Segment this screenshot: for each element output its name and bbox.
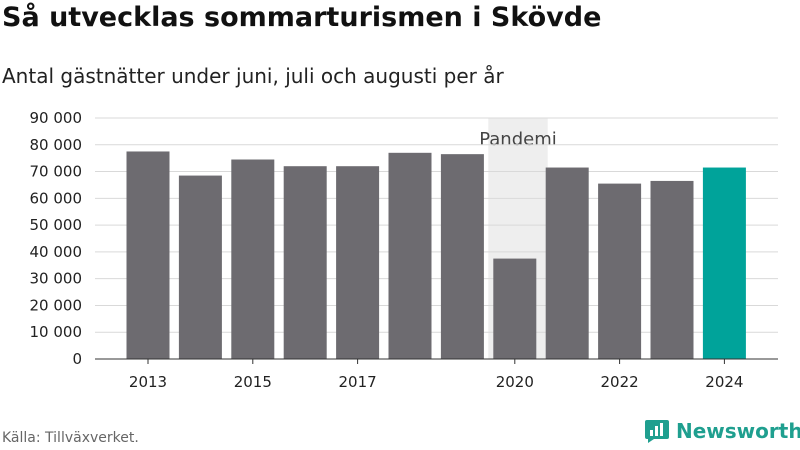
x-axis-ticks: 2013 2015 2017 2020 2022 2024 bbox=[129, 359, 743, 391]
chart-title: Så utvecklas sommarturismen i Skövde bbox=[2, 2, 602, 33]
y-tick-label: 40 000 bbox=[30, 243, 83, 261]
bar-2018 bbox=[388, 152, 432, 359]
bar-2019 bbox=[440, 154, 484, 359]
y-tick-label: 70 000 bbox=[30, 163, 83, 181]
bar-2013 bbox=[126, 151, 170, 359]
x-tick-label: 2024 bbox=[705, 373, 743, 391]
bar-2017 bbox=[336, 166, 380, 359]
source-note: Källa: Tillväxverket. bbox=[2, 430, 139, 446]
x-tick-label: 2013 bbox=[129, 373, 167, 391]
x-tick-label: 2020 bbox=[496, 373, 534, 391]
bars bbox=[126, 151, 746, 359]
x-tick-label: 2015 bbox=[234, 373, 272, 391]
bar-2020 bbox=[493, 258, 537, 359]
x-tick-label: 2017 bbox=[339, 373, 377, 391]
newsworthy-logo-icon bbox=[645, 420, 669, 443]
y-tick-label: 50 000 bbox=[30, 216, 83, 234]
bar-2023 bbox=[650, 180, 694, 359]
bar-2016 bbox=[283, 166, 327, 359]
annotation-label: Pandemi bbox=[479, 129, 557, 150]
bar-chart: Pandemi 0 10 000 20 000 30 000 40 000 50 000 6… bbox=[30, 109, 778, 391]
bar-2022 bbox=[598, 183, 642, 359]
bar-2024 bbox=[702, 167, 746, 359]
bar-2014 bbox=[178, 175, 222, 359]
x-tick-label: 2022 bbox=[601, 373, 639, 391]
brand-name: Newsworthy bbox=[676, 419, 800, 443]
y-axis-ticks: 0 10 000 20 000 30 000 40 000 50 000 60 000 70 … bbox=[30, 109, 83, 368]
chart-subtitle: Antal gästnätter under juni, juli och au… bbox=[2, 64, 504, 88]
y-tick-label: 80 000 bbox=[30, 136, 83, 154]
bar-2021 bbox=[545, 167, 589, 359]
y-tick-label: 10 000 bbox=[30, 323, 83, 341]
brand-logo: Newsworthy bbox=[644, 418, 800, 444]
y-tick-label: 60 000 bbox=[30, 189, 83, 207]
y-tick-label: 30 000 bbox=[30, 270, 83, 288]
y-tick-label: 90 000 bbox=[30, 109, 83, 127]
bar-2015 bbox=[231, 159, 275, 359]
y-tick-label: 20 000 bbox=[30, 296, 83, 314]
y-tick-label: 0 bbox=[72, 350, 82, 368]
